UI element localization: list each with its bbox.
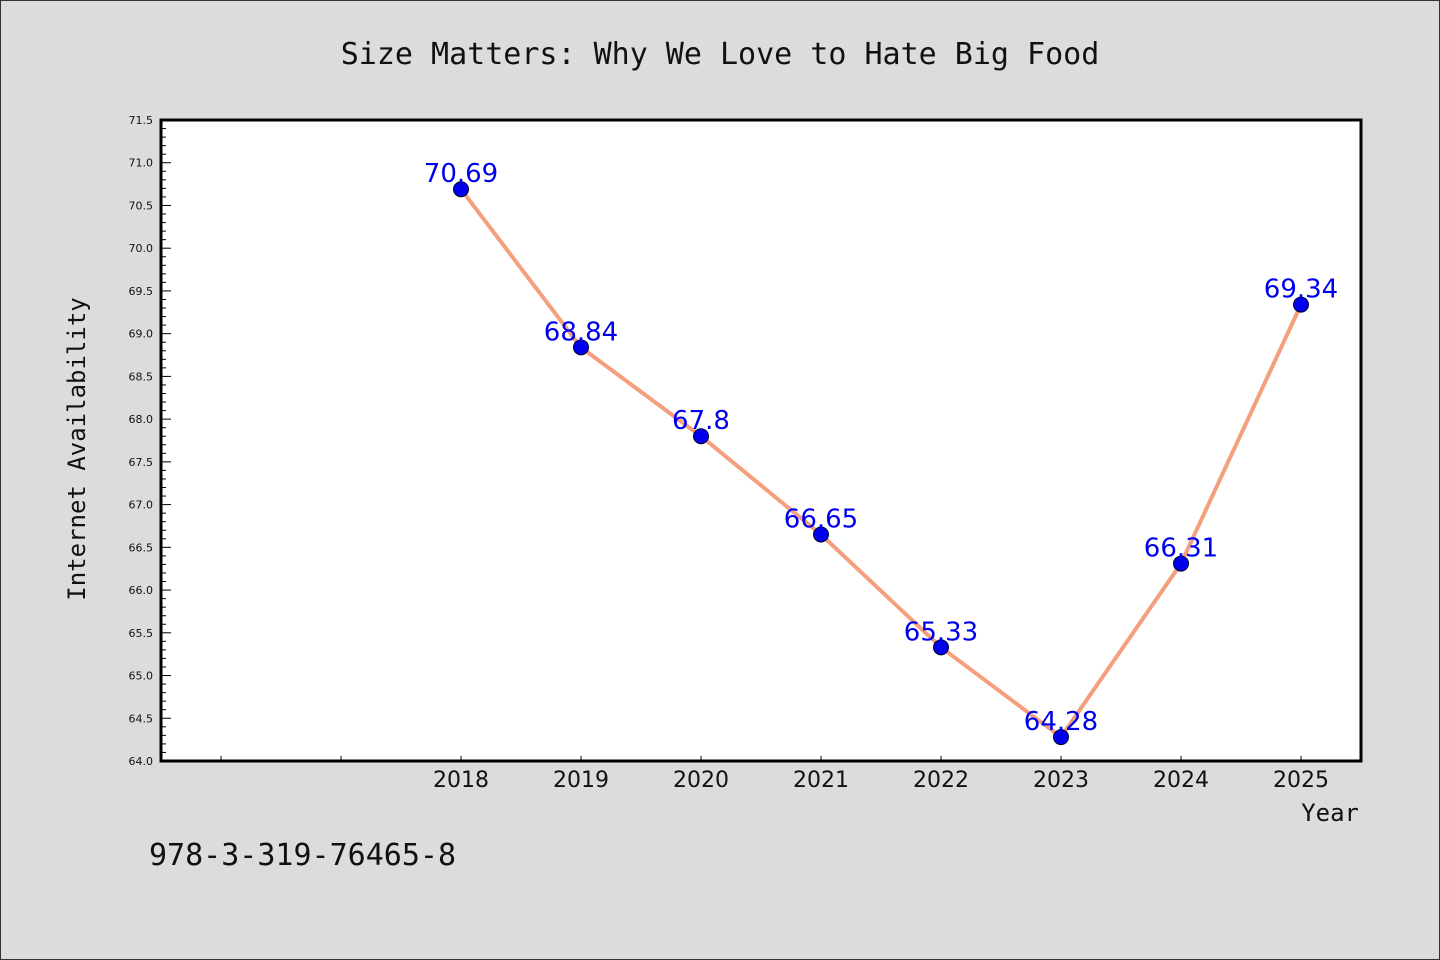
y-tick-label: 70.5	[129, 199, 154, 212]
data-label: 68.84	[544, 317, 618, 347]
y-tick-label: 67.5	[129, 456, 154, 469]
x-tick-label: 2025	[1273, 768, 1329, 793]
y-tick-label: 68.0	[129, 413, 154, 426]
data-label: 64.28	[1024, 707, 1098, 737]
y-tick-label: 71.0	[129, 157, 154, 170]
data-label: 67.8	[672, 406, 730, 436]
data-point	[693, 428, 709, 445]
x-tick-label: 2024	[1153, 768, 1209, 793]
x-tick-label: 2022	[913, 768, 969, 793]
y-axis: 64.0 64.5 65.0 65.5 66.0 66.5 67.0 67.5 68.0 68.5…	[129, 114, 171, 768]
x-tick-label: 2021	[793, 768, 849, 793]
data-point	[1293, 296, 1309, 313]
data-point	[573, 339, 589, 356]
y-tick-label: 64.5	[129, 712, 154, 725]
series-path	[459, 187, 1303, 740]
x-tick-label: 2018	[433, 768, 489, 793]
data-point	[933, 639, 949, 656]
isbn-text: 978-3-319-76465-8	[149, 838, 456, 873]
data-label: 69.34	[1264, 275, 1338, 305]
data-point	[453, 181, 469, 198]
x-axis: 2018 2019 2020 2021 2022 2023 2024 2025	[220, 756, 1329, 793]
y-tick-label: 69.0	[129, 328, 154, 341]
series-line: 70.69 68.84 67.8 66.65 65.33 64.28 66.31 69.34	[424, 159, 1338, 746]
y-tick-label: 64.0	[129, 755, 154, 768]
plot-area	[159, 118, 1363, 763]
x-tick-label: 2023	[1033, 768, 1089, 793]
y-tick-label: 65.0	[129, 670, 154, 683]
y-tick-label: 71.5	[129, 114, 154, 127]
y-tick-label: 68.5	[129, 370, 154, 383]
y-tick-label: 67.0	[129, 499, 154, 512]
y-tick-label: 65.5	[129, 627, 154, 640]
chart-title: Size Matters: Why We Love to Hate Big Fo…	[341, 37, 1100, 72]
y-tick-label: 70.0	[129, 242, 154, 255]
data-label: 66.65	[784, 505, 858, 535]
x-tick-label: 2020	[673, 768, 729, 793]
data-point	[1173, 555, 1189, 572]
data-point	[1053, 729, 1069, 746]
data-point	[813, 526, 829, 543]
y-tick-label: 66.0	[129, 584, 154, 597]
data-label: 70.69	[424, 159, 498, 189]
data-label: 66.31	[1144, 534, 1218, 564]
y-axis-label: Internet Availability	[63, 297, 91, 600]
y-tick-label: 66.5	[129, 541, 154, 554]
x-tick-label: 2019	[553, 768, 609, 793]
y-tick-label: 69.5	[129, 285, 154, 298]
data-label: 65.33	[904, 617, 978, 647]
x-axis-label: Year	[1301, 799, 1359, 827]
